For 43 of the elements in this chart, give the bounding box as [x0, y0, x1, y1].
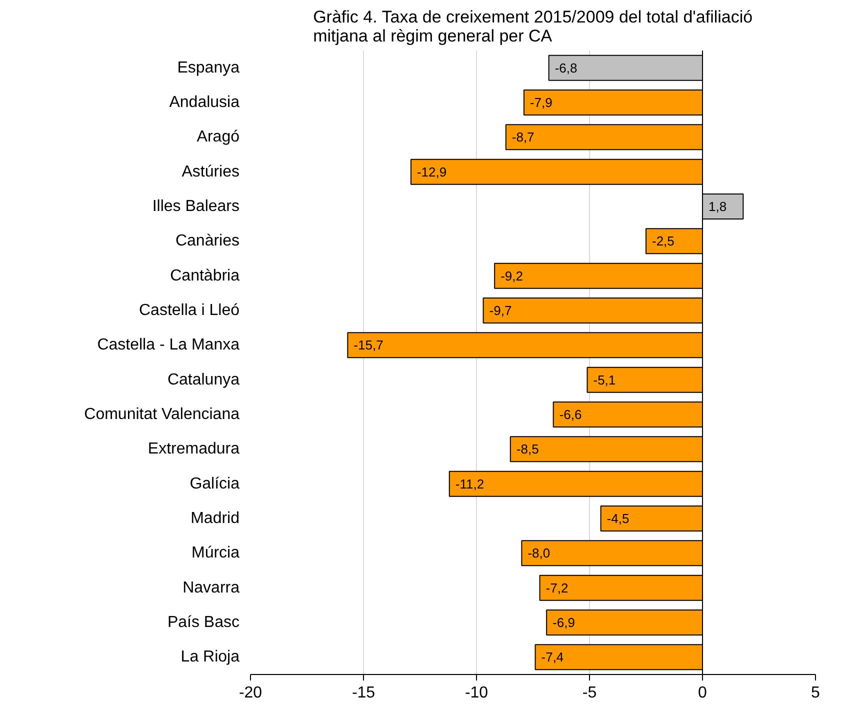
y-tick-label: Galícia: [190, 475, 240, 492]
y-tick-label: Illes Balears: [152, 198, 240, 215]
y-tick-label: Múrcia: [191, 544, 240, 562]
y-tick-label: Canàries: [175, 232, 240, 250]
data-label: -2,5: [652, 234, 674, 249]
data-label: -8,5: [516, 442, 539, 457]
y-tick-label: Extremadura: [148, 440, 240, 458]
data-label: -5,1: [593, 372, 616, 388]
x-tick-label: 0: [698, 684, 708, 702]
data-label: -8,0: [528, 546, 550, 561]
y-tick-label: Navarra: [182, 579, 240, 596]
data-label: -12,9: [416, 164, 447, 180]
y-tick-label: Astúries: [182, 163, 240, 180]
data-label: -11,2: [455, 476, 484, 492]
y-tick-label: Castella - La Manxa: [97, 336, 240, 354]
y-tick-label: Comunitat Valenciana: [84, 406, 240, 423]
y-tick-label: Castella i Lleó: [139, 302, 240, 319]
y-tick-label: Madrid: [190, 510, 240, 527]
y-tick-label: Espanya: [177, 59, 240, 76]
data-label: 1,8: [708, 199, 727, 214]
data-label: -8,7: [512, 130, 534, 145]
data-label: -7,9: [530, 95, 552, 110]
data-label: -4,5: [606, 511, 630, 526]
data-label: -9,7: [489, 303, 512, 318]
data-label: -15,7: [354, 338, 384, 353]
y-tick-label: Andalusia: [169, 94, 240, 111]
y-tick-label: Cantàbria: [170, 267, 240, 284]
data-label: -6,9: [552, 615, 575, 630]
data-label: -6,6: [559, 407, 582, 422]
x-tick-label: -15: [352, 684, 376, 702]
x-tick-label: -20: [238, 684, 262, 702]
x-tick-label: -10: [464, 684, 488, 702]
data-label: -7,2: [546, 580, 568, 596]
data-label: -7,4: [541, 650, 564, 665]
x-tick-label: -5: [582, 684, 597, 702]
y-tick-label: La Rioja: [180, 648, 240, 666]
chart-title: Gràfic 4. Taxa de creixement 2015/2009 del total d'afiliació mitjana al règim general per CA: [313, 8, 753, 46]
x-tick-label: 5: [811, 684, 820, 702]
data-label: -6,8: [554, 60, 578, 76]
data-label: -9,2: [500, 268, 523, 284]
y-tick-label: Catalunya: [167, 371, 240, 388]
y-tick-label: País Basc: [167, 614, 240, 631]
y-tick-label: Aragó: [196, 128, 240, 146]
